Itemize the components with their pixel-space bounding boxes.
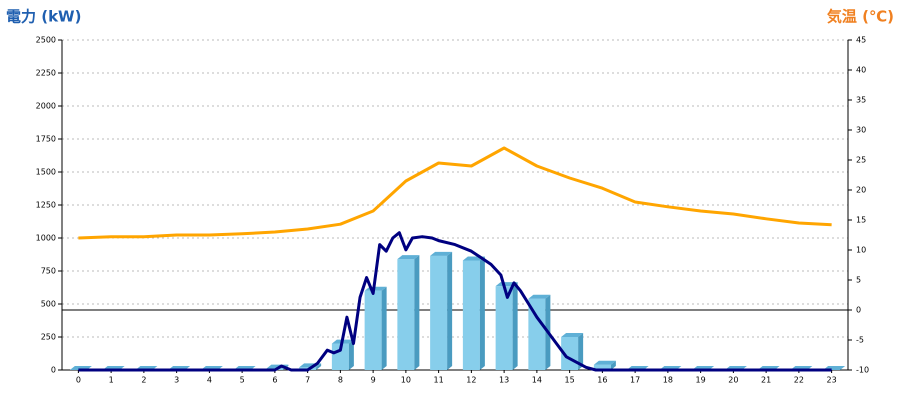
y-tick-label: 2000 — [36, 102, 56, 111]
bar-front — [593, 364, 611, 370]
y2-tick-label: 25 — [856, 156, 866, 165]
y2-tick-label: -5 — [856, 336, 864, 345]
y2-tick-label: -10 — [856, 366, 869, 375]
y2-tick-label: 20 — [856, 186, 866, 195]
y-tick-label: 0 — [51, 366, 56, 375]
y-tick-label: 500 — [41, 300, 56, 309]
bar-front — [528, 298, 546, 370]
bar-front — [495, 286, 513, 370]
y-tick-label: 1250 — [36, 201, 56, 210]
x-tick-label: 5 — [240, 376, 245, 385]
x-tick-label: 18 — [663, 376, 673, 385]
x-tick-label: 12 — [466, 376, 476, 385]
right-axis-title: 気温 (℃) — [827, 8, 894, 26]
x-tick-label: 2 — [141, 376, 146, 385]
bar-side — [381, 286, 387, 370]
y-tick-label: 1750 — [36, 135, 56, 144]
bar-side — [414, 255, 420, 370]
y2-tick-label: 30 — [856, 126, 866, 135]
bar-front — [397, 259, 415, 370]
y-tick-label: 250 — [41, 333, 56, 342]
x-tick-label: 17 — [630, 376, 640, 385]
bar-top — [430, 251, 453, 256]
x-tick-label: 15 — [565, 376, 575, 385]
line — [78, 231, 832, 372]
y2-tick-label: 15 — [856, 216, 866, 225]
x-tick-label: 1 — [109, 376, 114, 385]
bar-top — [561, 333, 584, 337]
left-axis-title: 電力 (kW) — [6, 8, 81, 26]
x-tick-label: 19 — [696, 376, 706, 385]
bar-side — [479, 256, 485, 370]
bar-front — [430, 255, 448, 370]
bar-side — [348, 339, 354, 370]
y-tick-label: 750 — [41, 267, 56, 276]
x-tick-label: 9 — [371, 376, 376, 385]
bar-side — [610, 360, 616, 370]
y-tick-label: 1500 — [36, 168, 56, 177]
x-tick-label: 10 — [401, 376, 411, 385]
x-tick-label: 4 — [207, 376, 212, 385]
x-tick-label: 11 — [434, 376, 444, 385]
x-tick-label: 3 — [174, 376, 179, 385]
y2-tick-label: 10 — [856, 246, 866, 255]
x-tick-label: 23 — [827, 376, 837, 385]
y-tick-label: 2500 — [36, 36, 56, 45]
bar-front — [462, 260, 480, 370]
y2-tick-label: 35 — [856, 96, 866, 105]
bar-side — [512, 282, 518, 370]
x-tick-label: 16 — [597, 376, 607, 385]
bar-front — [331, 343, 349, 370]
line — [78, 146, 832, 240]
x-tick-label: 0 — [76, 376, 81, 385]
x-tick-label: 8 — [338, 376, 343, 385]
y2-tick-label: 5 — [856, 276, 861, 285]
bar-side — [316, 363, 322, 370]
bar-top — [593, 360, 616, 365]
bar-side — [447, 251, 453, 370]
x-tick-label: 20 — [728, 376, 738, 385]
x-tick-label: 21 — [761, 376, 771, 385]
bar-top — [397, 255, 420, 260]
bar-top — [528, 294, 551, 299]
y-tick-label: 1000 — [36, 234, 56, 243]
y2-tick-label: 45 — [856, 36, 866, 45]
x-tick-label: 22 — [794, 376, 804, 385]
x-tick-label: 7 — [305, 376, 310, 385]
bar-side — [578, 333, 584, 370]
y-tick-label: 2250 — [36, 69, 56, 78]
y2-tick-label: 40 — [856, 66, 866, 75]
x-tick-label: 13 — [499, 376, 509, 385]
bar-front — [364, 290, 382, 370]
x-tick-label: 14 — [532, 376, 542, 385]
y2-tick-label: 0 — [856, 306, 861, 315]
x-tick-label: 6 — [272, 376, 277, 385]
